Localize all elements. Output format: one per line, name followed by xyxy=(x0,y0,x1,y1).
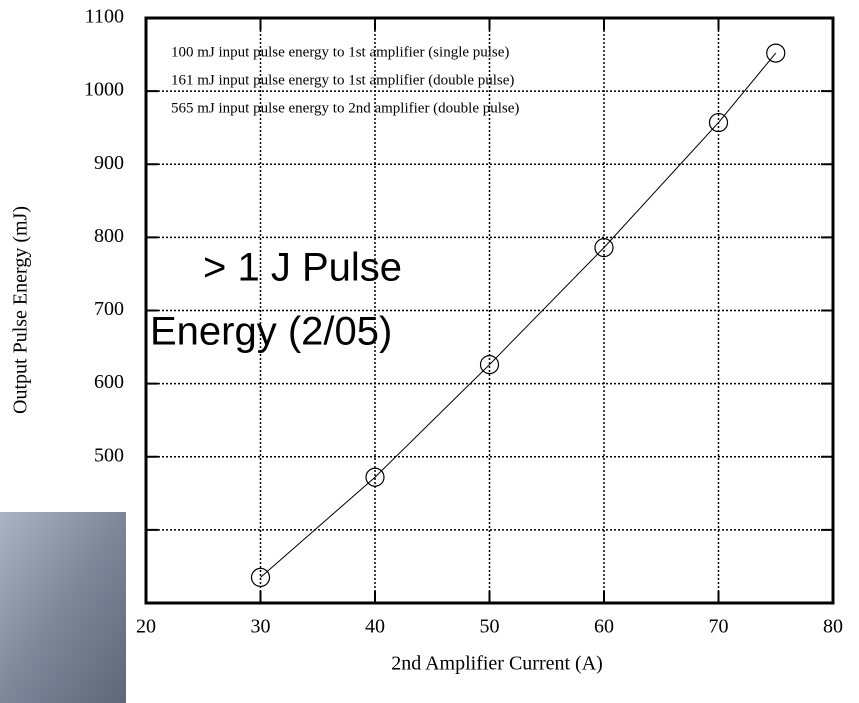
legend-line: 161 mJ input pulse energy to 1st amplifi… xyxy=(171,72,514,88)
data-point xyxy=(365,467,385,487)
y-tick-label: 1100 xyxy=(85,6,124,28)
data-line xyxy=(260,52,777,578)
x-tick-label: 60 xyxy=(594,616,614,638)
y-tick-label: 900 xyxy=(94,152,124,174)
x-axis-label: 2nd Amplifier Current (A) xyxy=(391,653,603,675)
x-tick-label: 50 xyxy=(480,616,500,638)
data-point xyxy=(479,355,500,375)
plot-frame xyxy=(144,16,835,605)
annotation: Energy (2/05) xyxy=(150,310,392,354)
data-point xyxy=(766,43,786,63)
data-point xyxy=(708,112,729,133)
x-tick-label: 80 xyxy=(823,616,843,638)
photo xyxy=(0,512,126,703)
legend-line: 565 mJ input pulse energy to 2nd amplifi… xyxy=(171,100,519,116)
y-tick-label: 500 xyxy=(94,444,124,466)
y-tick-label: 1000 xyxy=(84,79,124,101)
legend-line: 100 mJ input pulse energy to 1st amplifi… xyxy=(171,44,509,60)
data-point xyxy=(250,567,271,588)
x-tick-label: 20 xyxy=(136,616,156,638)
y-tick-label: 600 xyxy=(94,371,124,393)
y-tick-label: 800 xyxy=(94,225,124,247)
x-tick-label: 30 xyxy=(251,616,271,638)
x-tick-label: 40 xyxy=(365,616,385,638)
x-tick-label: 70 xyxy=(709,616,729,638)
y-axis-label: Output Pulse Energy (mJ) xyxy=(10,206,32,414)
y-tick-label: 700 xyxy=(94,298,124,320)
annotation: > 1 J Pulse xyxy=(203,246,402,290)
data-point xyxy=(594,238,614,258)
